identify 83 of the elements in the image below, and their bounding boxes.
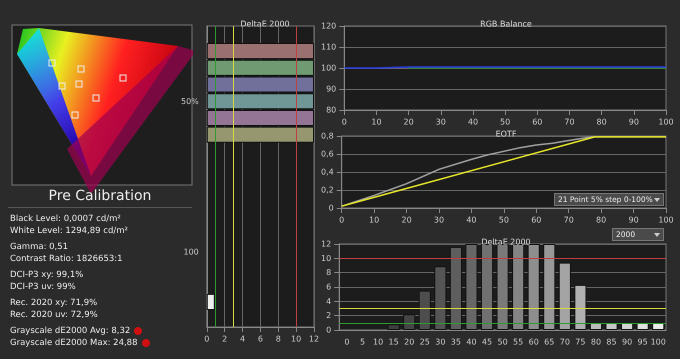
x-tick-label: 95 [638,338,648,346]
text: Gamma: 0,51 [10,242,68,252]
x-tick-label: 35 [450,338,461,346]
text: Contrast Ratio: 1826653:1 [10,254,123,264]
text: Rec. 2020 uv: 72,9% [10,310,98,320]
text: Pre Calibration [8,188,192,208]
x-tick-label: 2 [222,334,228,344]
x-tick-label: 12 [308,334,320,344]
y-tick-label: 6 [326,282,332,292]
x-tick-label: 75 [575,338,586,346]
x-tick-label: 10 [291,334,302,344]
x-tick-label: 40 [468,118,478,126]
x-tick-label: 30 [435,338,446,346]
x-tick-label: 70 [564,118,575,126]
x-tick-label: 0 [342,118,347,126]
chart-title: DeltaE 2000 [240,20,290,28]
chart-title: RGB Balance [480,20,532,28]
x-tick-label: 90 [628,216,639,224]
x-tick-label: 60 [531,216,542,224]
x-tick-label: 20 [401,216,412,224]
x-tick-label: 100 [658,216,674,224]
text: DCI-P3 uv: 99% [10,282,76,292]
y-tick-label: 8 [326,268,332,278]
x-tick-label: 8 [276,334,281,344]
x-tick-label: 40 [466,216,477,224]
x-tick-label: 55 [513,338,524,346]
x-tick-label: 20 [404,118,414,126]
x-tick-label: 80 [596,216,606,224]
x-tick-label: 90 [622,338,632,346]
x-tick-label: 85 [606,338,617,346]
text: Grayscale dE2000 Max: 24,88 [10,338,138,348]
y-tick-label: 0,2 [320,186,334,194]
y-tick-label: 0,6 [320,150,334,158]
x-tick-label: 10 [372,338,384,346]
x-tick-label: 0 [339,216,344,224]
text: White Level: 1294,89 cd/m² [10,226,128,236]
y-tick-label: 4 [326,296,332,306]
x-tick-label: 100 [650,338,666,346]
x-tick-label: 90 [628,118,639,126]
y-tick-label: 90 [326,84,336,94]
text: Grayscale dE2000 Avg: 8,32 [10,326,130,336]
x-tick-label: 45 [482,338,492,346]
y-tick-label: 12 [320,240,332,248]
x-tick-label: 40 [466,338,477,346]
y-tick-label: 2 [326,311,332,320]
x-tick-label: 100 [658,118,674,126]
x-tick-label: 50 [497,338,508,346]
x-tick-label: 50 [498,216,509,224]
y-tick-label: 110 [320,42,336,52]
x-tick-label: 10 [371,118,382,126]
y-tick-label: 0 [328,204,334,212]
y-tick-label: 100 [320,64,336,72]
y-tick-label: 0 [326,326,332,334]
x-tick-label: 15 [388,338,399,346]
x-tick-label: 20 [404,338,414,346]
chart-title: EOTF [496,130,517,138]
x-tick-label: 0 [204,334,210,344]
y-tick-label: 80 [326,106,336,114]
y-tick-label: 0,8 [320,132,334,140]
text: Black Level: 0,0007 cd/m² [10,214,121,224]
x-tick-label: 4 [240,334,246,344]
x-tick-label: 60 [532,118,542,126]
x-tick-label: 25 [420,338,430,346]
y-tick-label: 50% [181,96,200,106]
x-tick-label: 10 [369,216,380,224]
x-tick-label: 30 [436,118,446,126]
x-tick-label: 0 [344,338,350,346]
chart-title: DeltaE 2000 [481,238,531,246]
x-tick-label: 60 [528,338,539,346]
y-tick-label: 120 [320,22,336,30]
x-tick-label: 80 [596,118,607,126]
text: Rec. 2020 xy: 71,9% [10,298,98,308]
x-tick-label: 5 [360,338,366,346]
x-tick-label: 70 [560,338,570,346]
text: DCI-P3 xy: 99,1% [10,270,84,280]
y-tick-label: 10 [320,254,332,263]
x-tick-label: 30 [434,216,444,224]
x-tick-label: 50 [500,118,510,126]
y-tick-label: 0,4 [320,168,334,176]
x-tick-label: 65 [544,338,554,346]
x-tick-label: 70 [564,216,574,224]
x-tick-label: 6 [258,334,263,344]
x-tick-label: 80 [590,338,602,346]
